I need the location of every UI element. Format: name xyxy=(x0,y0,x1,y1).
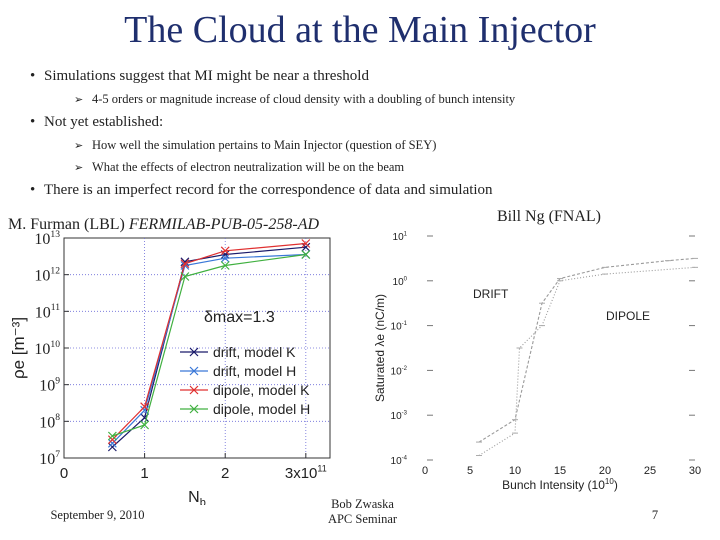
series-line xyxy=(478,266,696,456)
y-tick-label: 1010 xyxy=(34,339,60,358)
x-tick-label: 3x1011 xyxy=(285,463,327,482)
y-tick-label: 101 xyxy=(393,232,408,244)
y-tick-label: 10-1 xyxy=(391,321,408,333)
y-tick-label: 1013 xyxy=(34,230,60,248)
data-point xyxy=(220,253,230,263)
y-tick-label: 10-4 xyxy=(391,456,408,468)
y-tick-label: 1012 xyxy=(34,265,60,284)
legend-marker xyxy=(189,347,199,357)
data-point xyxy=(301,242,311,252)
right-figure-caption: Bill Ng (FNAL) xyxy=(497,208,601,225)
delta-max-annotation: δmax=1.3 xyxy=(204,309,275,326)
bullet-3: • There is an imperfect record for the co… xyxy=(30,182,493,198)
y-tick-label: 107 xyxy=(39,449,60,468)
y-tick-label: 109 xyxy=(39,375,60,394)
data-point xyxy=(107,435,117,445)
legend-marker xyxy=(189,366,199,376)
data-point xyxy=(107,431,117,441)
x-axis-label: Bunch Intensity (1010) xyxy=(502,477,618,492)
bullet-1-sub-1-text: 4-5 orders or magnitude increase of clou… xyxy=(92,92,516,106)
x-tick-label: 30 xyxy=(689,465,701,477)
x-tick-label: 5 xyxy=(467,465,473,477)
data-point xyxy=(180,259,190,269)
left-caption-author: M. Furman (LBL) xyxy=(8,216,129,233)
bullet-2: • Not yet established: xyxy=(30,114,164,130)
footer-date: September 9, 2010 xyxy=(50,508,145,522)
y-tick-label: 1011 xyxy=(35,302,60,321)
data-point xyxy=(301,239,311,248)
x-axis-label: Nb xyxy=(188,489,206,505)
bullet-1: • Simulations suggest that MI might be ne… xyxy=(30,68,369,84)
data-point xyxy=(107,442,117,452)
left-caption-reference: FERMILAB-PUB-05-258-AD xyxy=(128,216,320,233)
slide-title: The Cloud at the Main Injector xyxy=(124,9,596,51)
left-figure-caption: M. Furman (LBL) FERMILAB-PUB-05-258-AD xyxy=(8,216,319,234)
legend-label: drift, model H xyxy=(213,363,296,379)
data-point xyxy=(220,261,230,270)
x-tick-label: 25 xyxy=(644,465,656,477)
x-tick-label: 1 xyxy=(140,465,148,482)
y-tick-label: 10-2 xyxy=(391,366,408,378)
drift-annotation: DRIFT xyxy=(473,287,509,301)
legend-label: drift, model K xyxy=(213,344,296,360)
x-tick-label: 20 xyxy=(599,465,611,477)
bullet-1-text: Simulations suggest that MI might be nea… xyxy=(44,68,369,84)
y-axis-label: ρe [m⁻³] xyxy=(9,317,28,379)
x-tick-label: 0 xyxy=(422,465,428,477)
y-axis-label: Saturated λe (nC/m) xyxy=(373,294,387,402)
footer-presenter: Bob Zwaska APC Seminar xyxy=(300,497,425,527)
arrow-bullet-icon: ➢ xyxy=(74,162,84,174)
bullet-3-text: There is an imperfect record for the cor… xyxy=(44,182,493,198)
y-tick-label: 100 xyxy=(393,276,408,288)
data-point xyxy=(180,272,190,281)
dipole-annotation: DIPOLE xyxy=(606,309,650,323)
data-point xyxy=(140,402,150,412)
y-tick-label: 10-3 xyxy=(391,411,408,423)
saturated-line-density-chart: 101 100 10-1 10-2 10-3 10-4 0 5 10 15 20 25 30 Bunch … xyxy=(373,232,701,493)
x-tick-label: 0 xyxy=(60,465,68,482)
y-tick-label: 108 xyxy=(39,412,60,431)
x-tick-label: 10 xyxy=(509,465,521,477)
arrow-bullet-icon: ➢ xyxy=(74,140,84,152)
legend-label: dipole, model H xyxy=(213,401,310,417)
electron-density-chart: 107 108 109 1010 1011 1012 1013 0 1 2 3x1011 Nb ρe [… xyxy=(9,230,331,505)
legend-marker xyxy=(189,404,199,414)
bullet-2-sub-1-text: How well the simulation pertains to Main… xyxy=(92,138,437,152)
page-number: 7 xyxy=(651,508,659,522)
data-point xyxy=(107,438,117,448)
x-tick-label: 2 xyxy=(221,465,229,482)
legend-label: dipole, model K xyxy=(213,382,310,398)
bullet-2-sub-2-text: What the effects of electron neutralizat… xyxy=(92,160,405,174)
bullet-2-sub-2: ➢ What the effects of electron neutraliza… xyxy=(74,160,404,175)
footer-presenter-event: APC Seminar xyxy=(327,512,398,526)
bullet-1-sub-1: ➢ 4-5 orders or magnitude increase of clo… xyxy=(74,92,515,107)
bullet-2-sub-1: ➢ How well the simulation pertains to Mai… xyxy=(74,138,436,153)
data-point xyxy=(220,246,230,256)
legend-marker xyxy=(189,385,199,395)
x-tick-label: 15 xyxy=(554,465,566,477)
series-line xyxy=(478,257,696,443)
bullet-2-text: Not yet established: xyxy=(44,114,164,130)
data-point xyxy=(301,250,311,259)
arrow-bullet-icon: ➢ xyxy=(74,94,84,106)
data-point xyxy=(140,420,150,430)
footer-presenter-name: Bob Zwaska xyxy=(331,497,394,511)
